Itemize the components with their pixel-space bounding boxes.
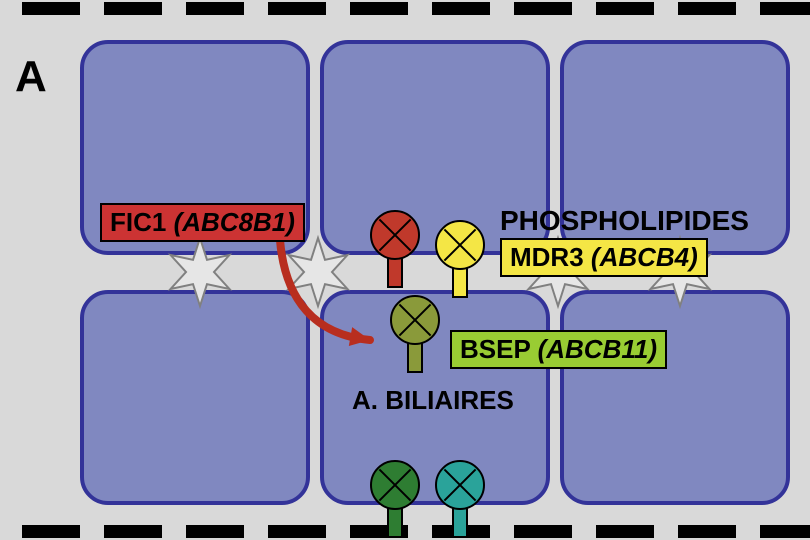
- membrane-dash-top: [760, 2, 810, 15]
- bsep-gene: (ABCB11): [538, 334, 657, 364]
- membrane-dash-top: [596, 2, 654, 15]
- mdr3-protein: MDR3: [510, 242, 584, 272]
- membrane-dash-bottom: [760, 525, 810, 538]
- mdr3-gene: (ABCB4): [591, 242, 698, 272]
- membrane-dash-top: [104, 2, 162, 15]
- membrane-dash-bottom: [186, 525, 244, 538]
- membrane-dash-bottom: [350, 525, 408, 538]
- fic1-gene: (ABC8B1): [174, 207, 295, 237]
- transporter-stem: [388, 253, 402, 287]
- fic1-label-box: FIC1 (ABC8B1): [100, 203, 305, 242]
- membrane-dash-bottom: [596, 525, 654, 538]
- phospholipides-label: PHOSPHOLIPIDES: [500, 205, 749, 237]
- membrane-dash-top: [186, 2, 244, 15]
- membrane-dash-bottom: [268, 525, 326, 538]
- membrane-dash-top: [22, 2, 80, 15]
- membrane-dash-bottom: [22, 525, 80, 538]
- bsep-protein: BSEP: [460, 334, 530, 364]
- bsep-label-box: BSEP (ABCB11): [450, 330, 667, 369]
- membrane-dash-top: [514, 2, 572, 15]
- panel-letter: A: [15, 52, 47, 102]
- membrane-dash-bottom: [104, 525, 162, 538]
- cell: [80, 290, 310, 505]
- membrane-dash-bottom: [514, 525, 572, 538]
- mdr3-label-box: MDR3 (ABCB4): [500, 238, 708, 277]
- biliaires-label: A. BILIAIRES: [352, 385, 514, 416]
- membrane-dash-top: [350, 2, 408, 15]
- membrane-dash-top: [432, 2, 490, 15]
- membrane-dash-top: [678, 2, 736, 15]
- cell: [560, 290, 790, 505]
- membrane-dash-bottom: [678, 525, 736, 538]
- membrane-dash-top: [268, 2, 326, 15]
- fic1-protein: FIC1: [110, 207, 166, 237]
- membrane-dash-bottom: [432, 525, 490, 538]
